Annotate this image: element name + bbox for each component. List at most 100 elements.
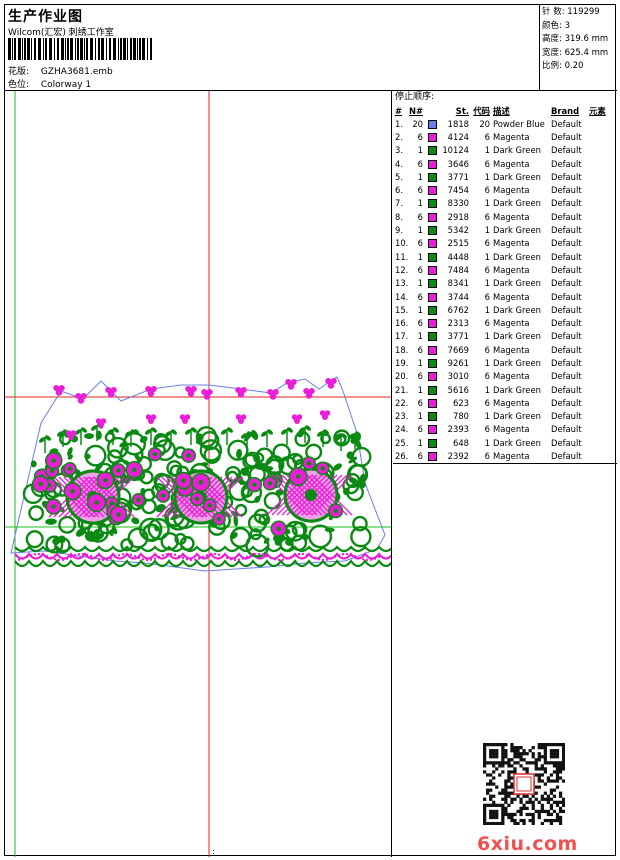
row-brand: Default <box>551 371 582 382</box>
table-row: 6. 6 7454 6 Magenta Default <box>393 183 617 196</box>
row-index: 8. <box>395 211 403 222</box>
svg-text::: : <box>212 847 215 856</box>
row-stitches: 648 <box>453 437 469 448</box>
row-brand: Default <box>551 304 582 315</box>
row-color-number: 1 <box>417 198 423 209</box>
stop-table-end-rule <box>393 462 617 464</box>
row-description: Magenta <box>493 318 530 329</box>
row-index: 24. <box>395 424 409 435</box>
color-swatch <box>427 226 437 236</box>
row-description: Magenta <box>493 238 530 249</box>
row-element <box>589 157 617 170</box>
row-swatch <box>425 330 439 343</box>
stop-sequence-title: 停止顺序: <box>395 92 435 102</box>
row-index: 14. <box>395 291 409 302</box>
row-element <box>589 370 617 383</box>
row-index: 19. <box>395 357 409 368</box>
table-row: 10. 6 2515 6 Magenta Default <box>393 237 617 250</box>
row-swatch <box>425 396 439 409</box>
row-stitches: 3010 <box>447 371 469 382</box>
row-color-number: 6 <box>417 424 423 435</box>
colorway-line: 色位: Colorway 1 <box>8 77 91 90</box>
company-name: Wilcom(汇宏) 刺绣工作室 <box>8 28 114 38</box>
color-swatch <box>427 412 437 422</box>
row-color-number: 1 <box>417 251 423 262</box>
row-code: 1 <box>484 225 490 236</box>
row-brand: Default <box>551 158 582 169</box>
row-index: 2. <box>395 131 403 142</box>
row-element <box>589 210 617 223</box>
color-swatch <box>427 438 437 448</box>
row-code: 6 <box>484 211 490 222</box>
row-description: Dark Green <box>493 357 541 368</box>
row-element <box>589 410 617 423</box>
row-swatch <box>425 436 439 449</box>
row-code: 6 <box>484 238 490 249</box>
color-swatch <box>427 186 437 196</box>
row-index: 15. <box>395 304 409 315</box>
color-swatch <box>427 172 437 182</box>
row-description: Dark Green <box>493 278 541 289</box>
row-swatch <box>425 343 439 356</box>
row-stitches: 7669 <box>447 344 469 355</box>
row-index: 7. <box>395 198 403 209</box>
table-row: 5. 1 3771 1 Dark Green Default <box>393 170 617 183</box>
table-row: 18. 6 7669 6 Magenta Default <box>393 343 617 356</box>
row-index: 13. <box>395 278 409 289</box>
row-brand: Default <box>551 451 582 462</box>
row-description: Powder Blue <box>493 118 545 129</box>
row-description: Magenta <box>493 344 530 355</box>
color-swatch <box>427 199 437 209</box>
row-element <box>589 183 617 196</box>
row-code: 1 <box>484 251 490 262</box>
row-description: Magenta <box>493 397 530 408</box>
row-code: 20 <box>479 118 490 129</box>
table-row: 23. 1 780 1 Dark Green Default <box>393 410 617 423</box>
row-brand: Default <box>551 384 582 395</box>
row-index: 16. <box>395 318 409 329</box>
row-swatch <box>425 210 439 223</box>
color-swatch <box>427 159 437 169</box>
row-stitches: 5342 <box>447 225 469 236</box>
row-color-number: 1 <box>417 171 423 182</box>
color-swatch <box>427 319 437 329</box>
row-description: Dark Green <box>493 331 541 342</box>
table-row: 4. 6 3646 6 Magenta Default <box>393 157 617 170</box>
color-swatch <box>427 132 437 142</box>
table-row: 24. 6 2393 6 Magenta Default <box>393 423 617 436</box>
table-row: 17. 1 3771 1 Dark Green Default <box>393 330 617 343</box>
table-row: 22. 6 623 6 Magenta Default <box>393 396 617 409</box>
row-code: 1 <box>484 331 490 342</box>
row-element <box>589 237 617 250</box>
color-swatch <box>427 265 437 275</box>
row-brand: Default <box>551 185 582 196</box>
header-element: 元素 <box>589 105 606 116</box>
design-stats: 针 数: 119299 颜色: 3 高度: 319.6 mm 宽度: 625.4… <box>539 5 617 91</box>
row-brand: Default <box>551 171 582 182</box>
header-index: # <box>395 105 403 116</box>
stitch-count: 针 数: 119299 <box>542 7 600 17</box>
table-row: 9. 1 5342 1 Dark Green Default <box>393 223 617 236</box>
row-swatch <box>425 157 439 170</box>
page-title: 生产作业图 <box>8 9 83 25</box>
row-stitches: 2393 <box>447 424 469 435</box>
row-color-number: 6 <box>417 318 423 329</box>
row-color-number: 6 <box>417 158 423 169</box>
row-color-number: 1 <box>417 411 423 422</box>
color-swatch <box>427 452 437 462</box>
color-swatch <box>427 425 437 435</box>
stop-table-header: # N# St. 代码 描述 Brand 元素 <box>393 104 617 117</box>
row-color-number: 6 <box>417 131 423 142</box>
row-element <box>589 449 617 462</box>
design-file-line: 花版: GZHA3681.emb <box>8 64 113 77</box>
row-brand: Default <box>551 278 582 289</box>
row-element <box>589 330 617 343</box>
row-code: 6 <box>484 158 490 169</box>
row-element <box>589 383 617 396</box>
row-code: 1 <box>484 145 490 156</box>
row-element <box>589 396 617 409</box>
row-swatch <box>425 197 439 210</box>
row-code: 6 <box>484 318 490 329</box>
row-code: 6 <box>484 131 490 142</box>
row-element <box>589 170 617 183</box>
